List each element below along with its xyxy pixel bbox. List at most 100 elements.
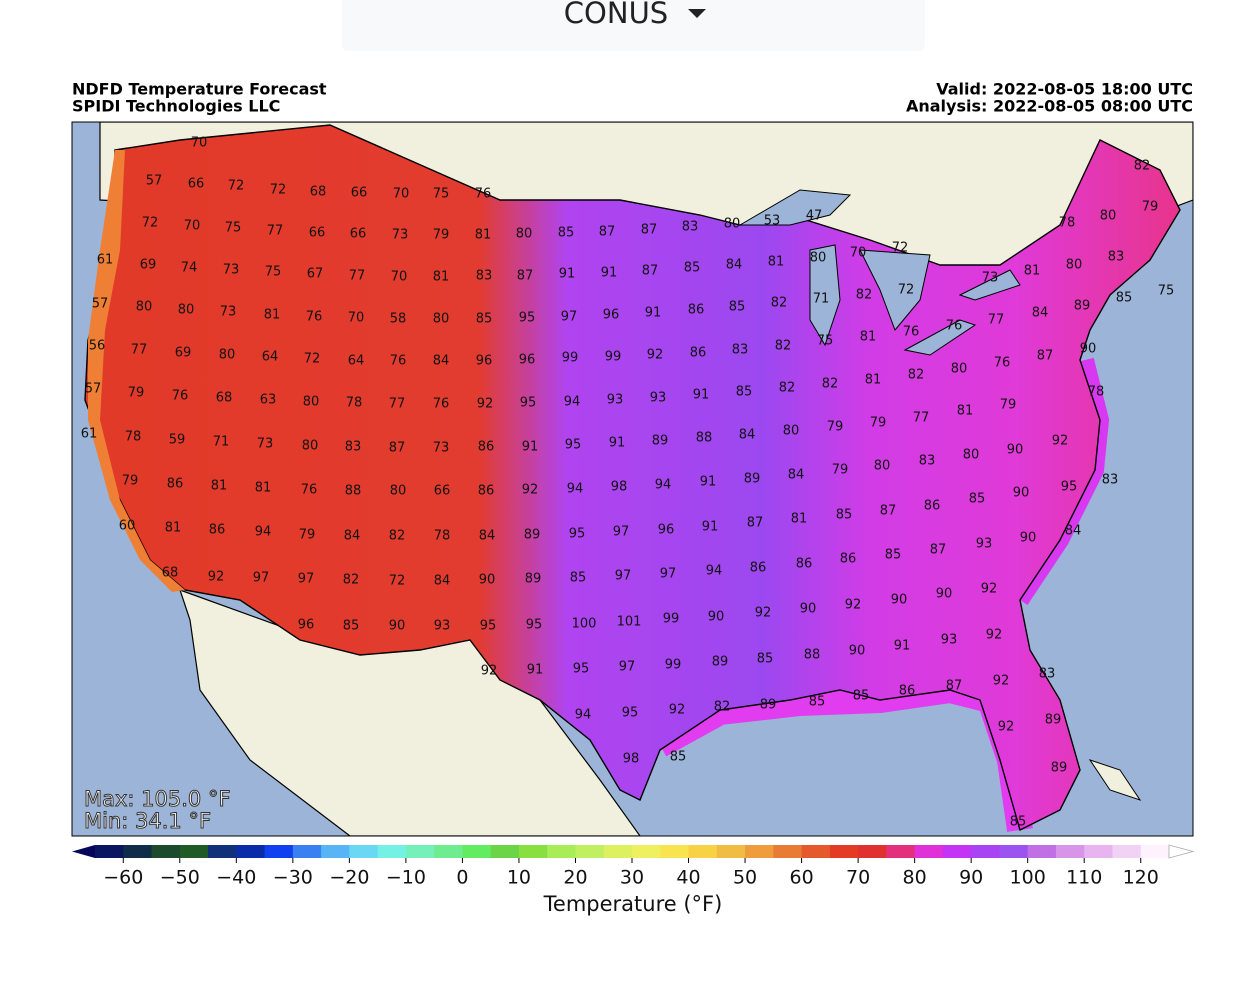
colorbar-tick-label: 10 [507,867,531,889]
temperature-label: 87 [599,225,616,240]
temperature-label: 87 [880,504,897,519]
temperature-label: 80 [874,459,891,474]
temperature-label: 87 [389,441,406,456]
temperature-label: 86 [899,684,916,699]
temperature-label: 84 [434,574,451,589]
dropdown-label[interactable]: CONUS [564,0,668,30]
temperature-label: 90 [1020,531,1037,546]
lake-michigan [809,244,841,347]
temperature-label: 73 [257,437,274,452]
temperature-label: 88 [804,648,821,663]
temperature-label: 87 [517,269,534,284]
region-dropdown[interactable] [342,0,925,51]
colorbar-bin [603,845,633,858]
colorbar-label: Temperature (°F) [543,892,723,916]
temperature-label: 85 [558,226,575,241]
colorbar-tick-label: 20 [563,867,587,889]
temperature-label: 63 [260,393,277,408]
temperature-label: 93 [650,391,667,406]
temperature-label: 89 [760,698,777,713]
temperature-label: 86 [690,346,707,361]
temperature-label: 96 [603,308,620,323]
temperature-label: 83 [682,220,699,235]
temperature-label: 76 [301,483,318,498]
temperature-label: 94 [567,482,584,497]
temperature-label: 91 [601,266,618,281]
temperature-label: 89 [744,472,761,487]
temperature-label: 84 [1065,524,1082,539]
lake-erie [903,319,977,356]
temperature-label: 86 [796,557,813,572]
colorbar-bin [999,845,1029,858]
temperature-label: 68 [162,566,179,581]
temperature-label: 93 [976,537,993,552]
temperature-label: 92 [208,570,225,585]
temperature-label: 86 [840,552,857,567]
temperature-label: 86 [478,484,495,499]
temperature-label: 97 [253,571,270,586]
temperature-label: 92 [477,397,494,412]
temperature-label: 66 [434,484,451,499]
temperature-label: 95 [622,706,639,721]
temperature-label: 78 [125,430,142,445]
temperature-label: 76 [390,354,407,369]
temperature-label: 71 [813,292,830,307]
temperature-label: 89 [712,655,729,670]
temperature-label: 82 [779,381,796,396]
temperature-label: 91 [609,436,626,451]
temperature-label: 61 [81,427,98,442]
temperature-label: 86 [167,477,184,492]
colorbar-tick-label: 110 [1066,867,1102,889]
temperature-label: 90 [936,587,953,602]
colorbar-bin [518,845,548,858]
temperature-label: 60 [119,519,136,534]
temperature-label: 78 [346,396,363,411]
temperature-label: 94 [564,395,581,410]
temperature-label: 91 [700,475,717,490]
temperature-label: 95 [573,662,590,677]
temperature-label: 97 [619,660,636,675]
temperature-label: 64 [262,350,279,365]
temperature-label: 91 [894,639,911,654]
temperature-label: 97 [298,572,315,587]
temperature-label: 81 [475,228,492,243]
coastal-strip [88,150,185,592]
temperature-label: 85 [836,508,853,523]
colorbar-bin [208,845,237,858]
temperature-label: 90 [849,644,866,659]
temperature-label: 86 [688,303,705,318]
dropdown-caret[interactable] [688,9,706,18]
temperature-label: 95 [519,311,536,326]
min-label: Min: 34.1 °F [84,809,211,833]
temperature-label: 66 [351,186,368,201]
temperature-label: 72 [304,352,321,367]
temperature-label: 92 [986,628,1003,643]
colorbar-bin [1140,845,1170,858]
colorbar-tick-label: −40 [216,867,256,889]
colorbar-bin [95,845,124,858]
temperature-label: 80 [136,300,153,315]
temperature-label: 90 [479,573,496,588]
temperature-label: 72 [389,574,406,589]
lake-huron [859,249,931,331]
colorbar-bin [434,845,463,858]
colorbar-bin [179,845,209,858]
temperature-label: 73 [392,228,409,243]
colorbar-bin [1027,845,1057,858]
temperature-label: 81 [860,330,877,345]
temperature-label: 96 [298,618,315,633]
temperature-label: 81 [255,481,272,496]
colorbar-tick-label: 30 [620,867,644,889]
temperature-label: 77 [913,411,930,426]
temperature-label: 93 [941,633,958,648]
temperature-label: 98 [611,480,628,495]
temperature-label: 76 [475,187,492,202]
temperature-label: 70 [184,219,201,234]
temperature-label: 96 [476,354,493,369]
colorbar-tick-label: 120 [1123,867,1159,889]
map-title: NDFD Temperature Forecast [72,80,327,99]
temperature-label: 82 [714,700,731,715]
island [1088,759,1142,801]
colorbar-tick-label: −50 [160,867,200,889]
temperature-label: 72 [270,183,287,198]
